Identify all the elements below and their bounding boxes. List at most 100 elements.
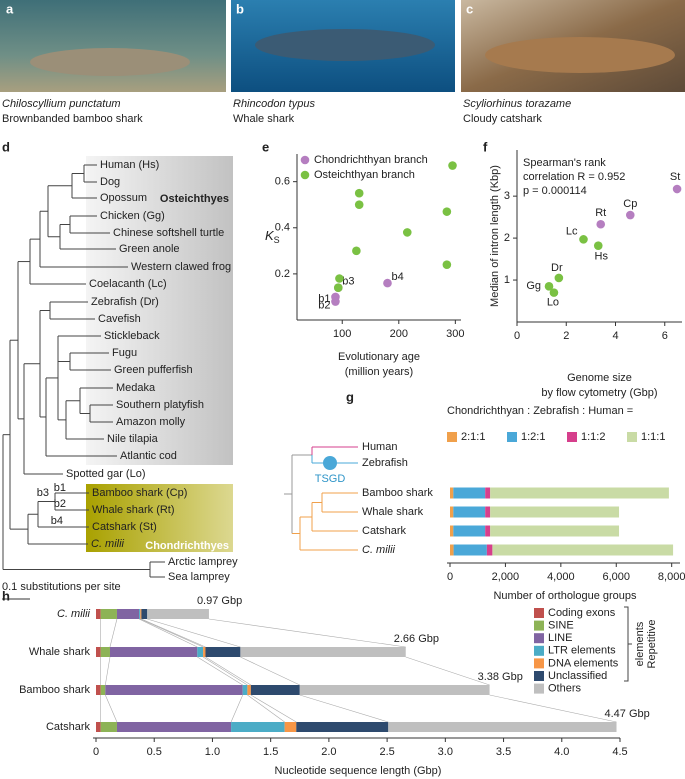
data-point — [448, 161, 457, 170]
tree-leaf: Nile tilapia — [107, 433, 159, 445]
y-tick-label: 3 — [504, 190, 510, 202]
bar-segment — [105, 685, 243, 695]
data-point — [625, 210, 635, 220]
bar-segment — [490, 506, 620, 518]
data-point — [354, 188, 364, 198]
x-tick-label: 2 — [563, 330, 569, 342]
data-point — [596, 219, 606, 229]
bar-segment — [140, 609, 142, 619]
data-point — [352, 246, 361, 256]
connector — [205, 656, 252, 686]
x-axis-label: (million years) — [345, 366, 413, 378]
bar-segment — [450, 506, 454, 518]
photo-shark — [30, 48, 190, 76]
data-point — [549, 288, 559, 297]
tree-leaf: Zebrafish (Dr) — [91, 296, 159, 308]
tree-leaf: Chicken (Gg) — [100, 210, 165, 222]
y-tick-label: 0.2 — [275, 268, 290, 280]
legend-label: Others — [548, 683, 582, 695]
x-tick-label: 2.5 — [379, 746, 394, 758]
bar-segment — [450, 525, 454, 537]
bar-segment — [96, 647, 101, 657]
tree-leaf: Fugu — [112, 347, 137, 359]
data-point — [593, 241, 603, 250]
panel-letter: h — [2, 588, 10, 603]
x-tick-label: 4.0 — [554, 746, 569, 758]
connector — [140, 618, 204, 648]
bar-segment — [141, 609, 148, 619]
x-tick-label: 3.5 — [496, 746, 511, 758]
point-label: Lc — [566, 225, 578, 237]
connector — [197, 656, 243, 686]
panel-letter: g — [346, 389, 354, 404]
category-label: Bamboo shark — [362, 487, 433, 499]
x-axis-label: Genome size — [567, 372, 632, 384]
bar-segment — [284, 722, 297, 732]
connector — [202, 656, 248, 686]
y-tick-label: 1 — [504, 274, 510, 286]
total-label: 0.97 Gbp — [197, 595, 242, 607]
tree-leaf: Medaka — [116, 382, 156, 394]
category-label: Bamboo shark — [19, 684, 90, 696]
tree-leaf: Opossum — [100, 192, 147, 204]
bar-segment — [388, 722, 617, 732]
connector — [240, 656, 300, 686]
bar-segment — [231, 722, 285, 732]
legend-swatch — [534, 633, 544, 644]
data-point — [402, 228, 412, 237]
tree-leaf: Catshark (St) — [92, 521, 157, 533]
photo — [0, 0, 226, 92]
x-tick-label: 300 — [446, 328, 464, 340]
data-point — [354, 200, 364, 210]
y-axis-label-main: K — [265, 228, 275, 243]
point-label: Hs — [595, 251, 609, 263]
tree-leaf: Chinese softshell turtle — [113, 227, 224, 239]
category-label: Whale shark — [29, 646, 91, 658]
data-point — [544, 282, 554, 291]
y-tick-label: 2 — [504, 232, 510, 244]
x-tick-label: 1.5 — [263, 746, 278, 758]
data-point — [335, 274, 344, 283]
bar-segment — [450, 544, 454, 556]
tree-leaf: C. milii — [91, 538, 125, 550]
gene-tree-leaf: Zebrafish — [362, 457, 408, 469]
connector — [208, 618, 406, 648]
legend-swatch — [447, 432, 457, 442]
point-label: Gg — [526, 280, 541, 292]
legend-bracket-label: elements — [634, 621, 646, 666]
legend-label: 2:1:1 — [461, 431, 485, 443]
legend-label: Chondrichthyan branch — [314, 154, 428, 166]
bar-segment — [116, 609, 140, 619]
common-name: Cloudy catshark — [463, 113, 542, 125]
bar-segment — [240, 647, 406, 657]
connector — [489, 694, 617, 723]
category-label: C. milii — [362, 544, 396, 556]
x-tick-label: 0 — [447, 571, 453, 583]
common-name: Brownbanded bamboo shark — [2, 113, 143, 125]
tree-leaf: Western clawed frog — [131, 261, 231, 273]
branch-label: b4 — [51, 515, 63, 527]
bar-segment — [109, 647, 198, 657]
bar-segment — [242, 685, 248, 695]
data-point — [331, 297, 340, 306]
group-box — [86, 484, 233, 552]
bar-segment — [116, 722, 232, 732]
connector — [250, 694, 297, 723]
photo-shark — [255, 29, 435, 61]
category-label: Whale shark — [362, 506, 424, 518]
category-label: Catshark — [46, 721, 91, 733]
legend-label: Coding exons — [548, 607, 616, 619]
bar-segment — [450, 487, 454, 499]
annotation: p = 0.000114 — [523, 185, 587, 197]
point-label: b3 — [342, 276, 354, 288]
x-tick-label: 4 — [612, 330, 618, 342]
annotation: Spearman's rank — [523, 157, 606, 169]
y-axis-label-sub: S — [274, 235, 280, 245]
legend-swatch — [567, 432, 577, 442]
total-label: 4.47 Gbp — [605, 708, 650, 720]
point-label: b4 — [391, 271, 403, 283]
point-label: Lo — [547, 297, 559, 309]
legend-bracket — [624, 606, 632, 682]
legend-swatch — [534, 620, 544, 631]
